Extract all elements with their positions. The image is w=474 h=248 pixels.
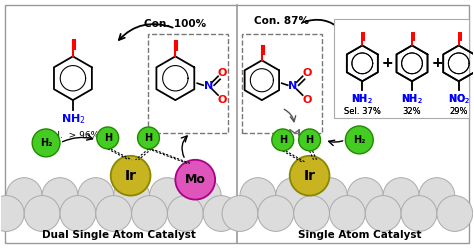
Circle shape [175,160,215,200]
Circle shape [311,178,347,214]
Text: H: H [279,135,287,145]
Bar [335,19,469,118]
Circle shape [347,178,383,214]
Text: O: O [303,95,312,105]
Circle shape [272,129,294,151]
Text: 29%: 29% [449,107,468,116]
Text: Sel. 37%: Sel. 37% [344,107,381,116]
Circle shape [329,196,365,231]
Circle shape [346,126,373,154]
Circle shape [419,178,455,214]
Circle shape [32,129,60,157]
Text: H₂: H₂ [40,138,52,148]
Text: NH$_2$: NH$_2$ [401,92,423,106]
Circle shape [167,196,203,231]
Text: H: H [306,135,314,145]
Circle shape [6,178,42,214]
Text: Ir: Ir [303,169,316,183]
Bar [242,33,321,133]
Circle shape [383,178,419,214]
Text: Ir: Ir [125,169,137,183]
Circle shape [96,196,132,231]
Text: O: O [303,68,312,78]
Text: Single Atom Catalyst: Single Atom Catalyst [298,230,421,240]
Text: NH$_2$: NH$_2$ [351,92,373,106]
Circle shape [24,196,60,231]
Circle shape [437,196,473,231]
Circle shape [294,196,329,231]
Text: +: + [431,56,443,70]
Text: O: O [218,68,227,78]
Circle shape [78,178,114,214]
Text: +: + [382,56,393,70]
Bar [148,33,228,133]
Text: 32%: 32% [403,107,421,116]
Text: H₂: H₂ [353,135,365,145]
Text: N: N [203,81,213,91]
Circle shape [222,196,258,231]
Text: Con. 100%: Con. 100% [144,19,206,29]
Circle shape [290,156,329,196]
Text: H: H [145,133,153,143]
Circle shape [203,196,239,231]
Text: NO$_2$: NO$_2$ [448,92,470,106]
Text: 32%: 32% [403,107,421,116]
Text: N: N [288,81,297,91]
Text: +: + [431,56,443,70]
Text: Con. 87%: Con. 87% [254,16,309,26]
Circle shape [114,178,149,214]
Circle shape [132,196,167,231]
Text: NH$_2$: NH$_2$ [61,112,85,126]
Circle shape [111,156,150,196]
Text: 29%: 29% [449,107,468,116]
Circle shape [240,178,276,214]
Text: NO$_2$: NO$_2$ [448,92,470,106]
Circle shape [137,127,159,149]
Circle shape [276,178,311,214]
Text: H: H [104,133,112,143]
Text: +: + [382,56,393,70]
Text: NH$_2$: NH$_2$ [401,92,423,106]
Circle shape [42,178,78,214]
Circle shape [401,196,437,231]
Text: Dual Single Atom Catalyst: Dual Single Atom Catalyst [42,230,196,240]
Text: Mo: Mo [185,173,206,186]
Text: Sel.  > 96%: Sel. > 96% [46,131,100,140]
Circle shape [60,196,96,231]
Circle shape [97,127,118,149]
Circle shape [149,178,185,214]
Circle shape [185,178,221,214]
Text: O: O [218,95,227,105]
Text: Sel. 37%: Sel. 37% [344,107,381,116]
Text: NH$_2$: NH$_2$ [351,92,373,106]
Circle shape [0,196,24,231]
Circle shape [299,129,320,151]
Circle shape [258,196,294,231]
Circle shape [365,196,401,231]
